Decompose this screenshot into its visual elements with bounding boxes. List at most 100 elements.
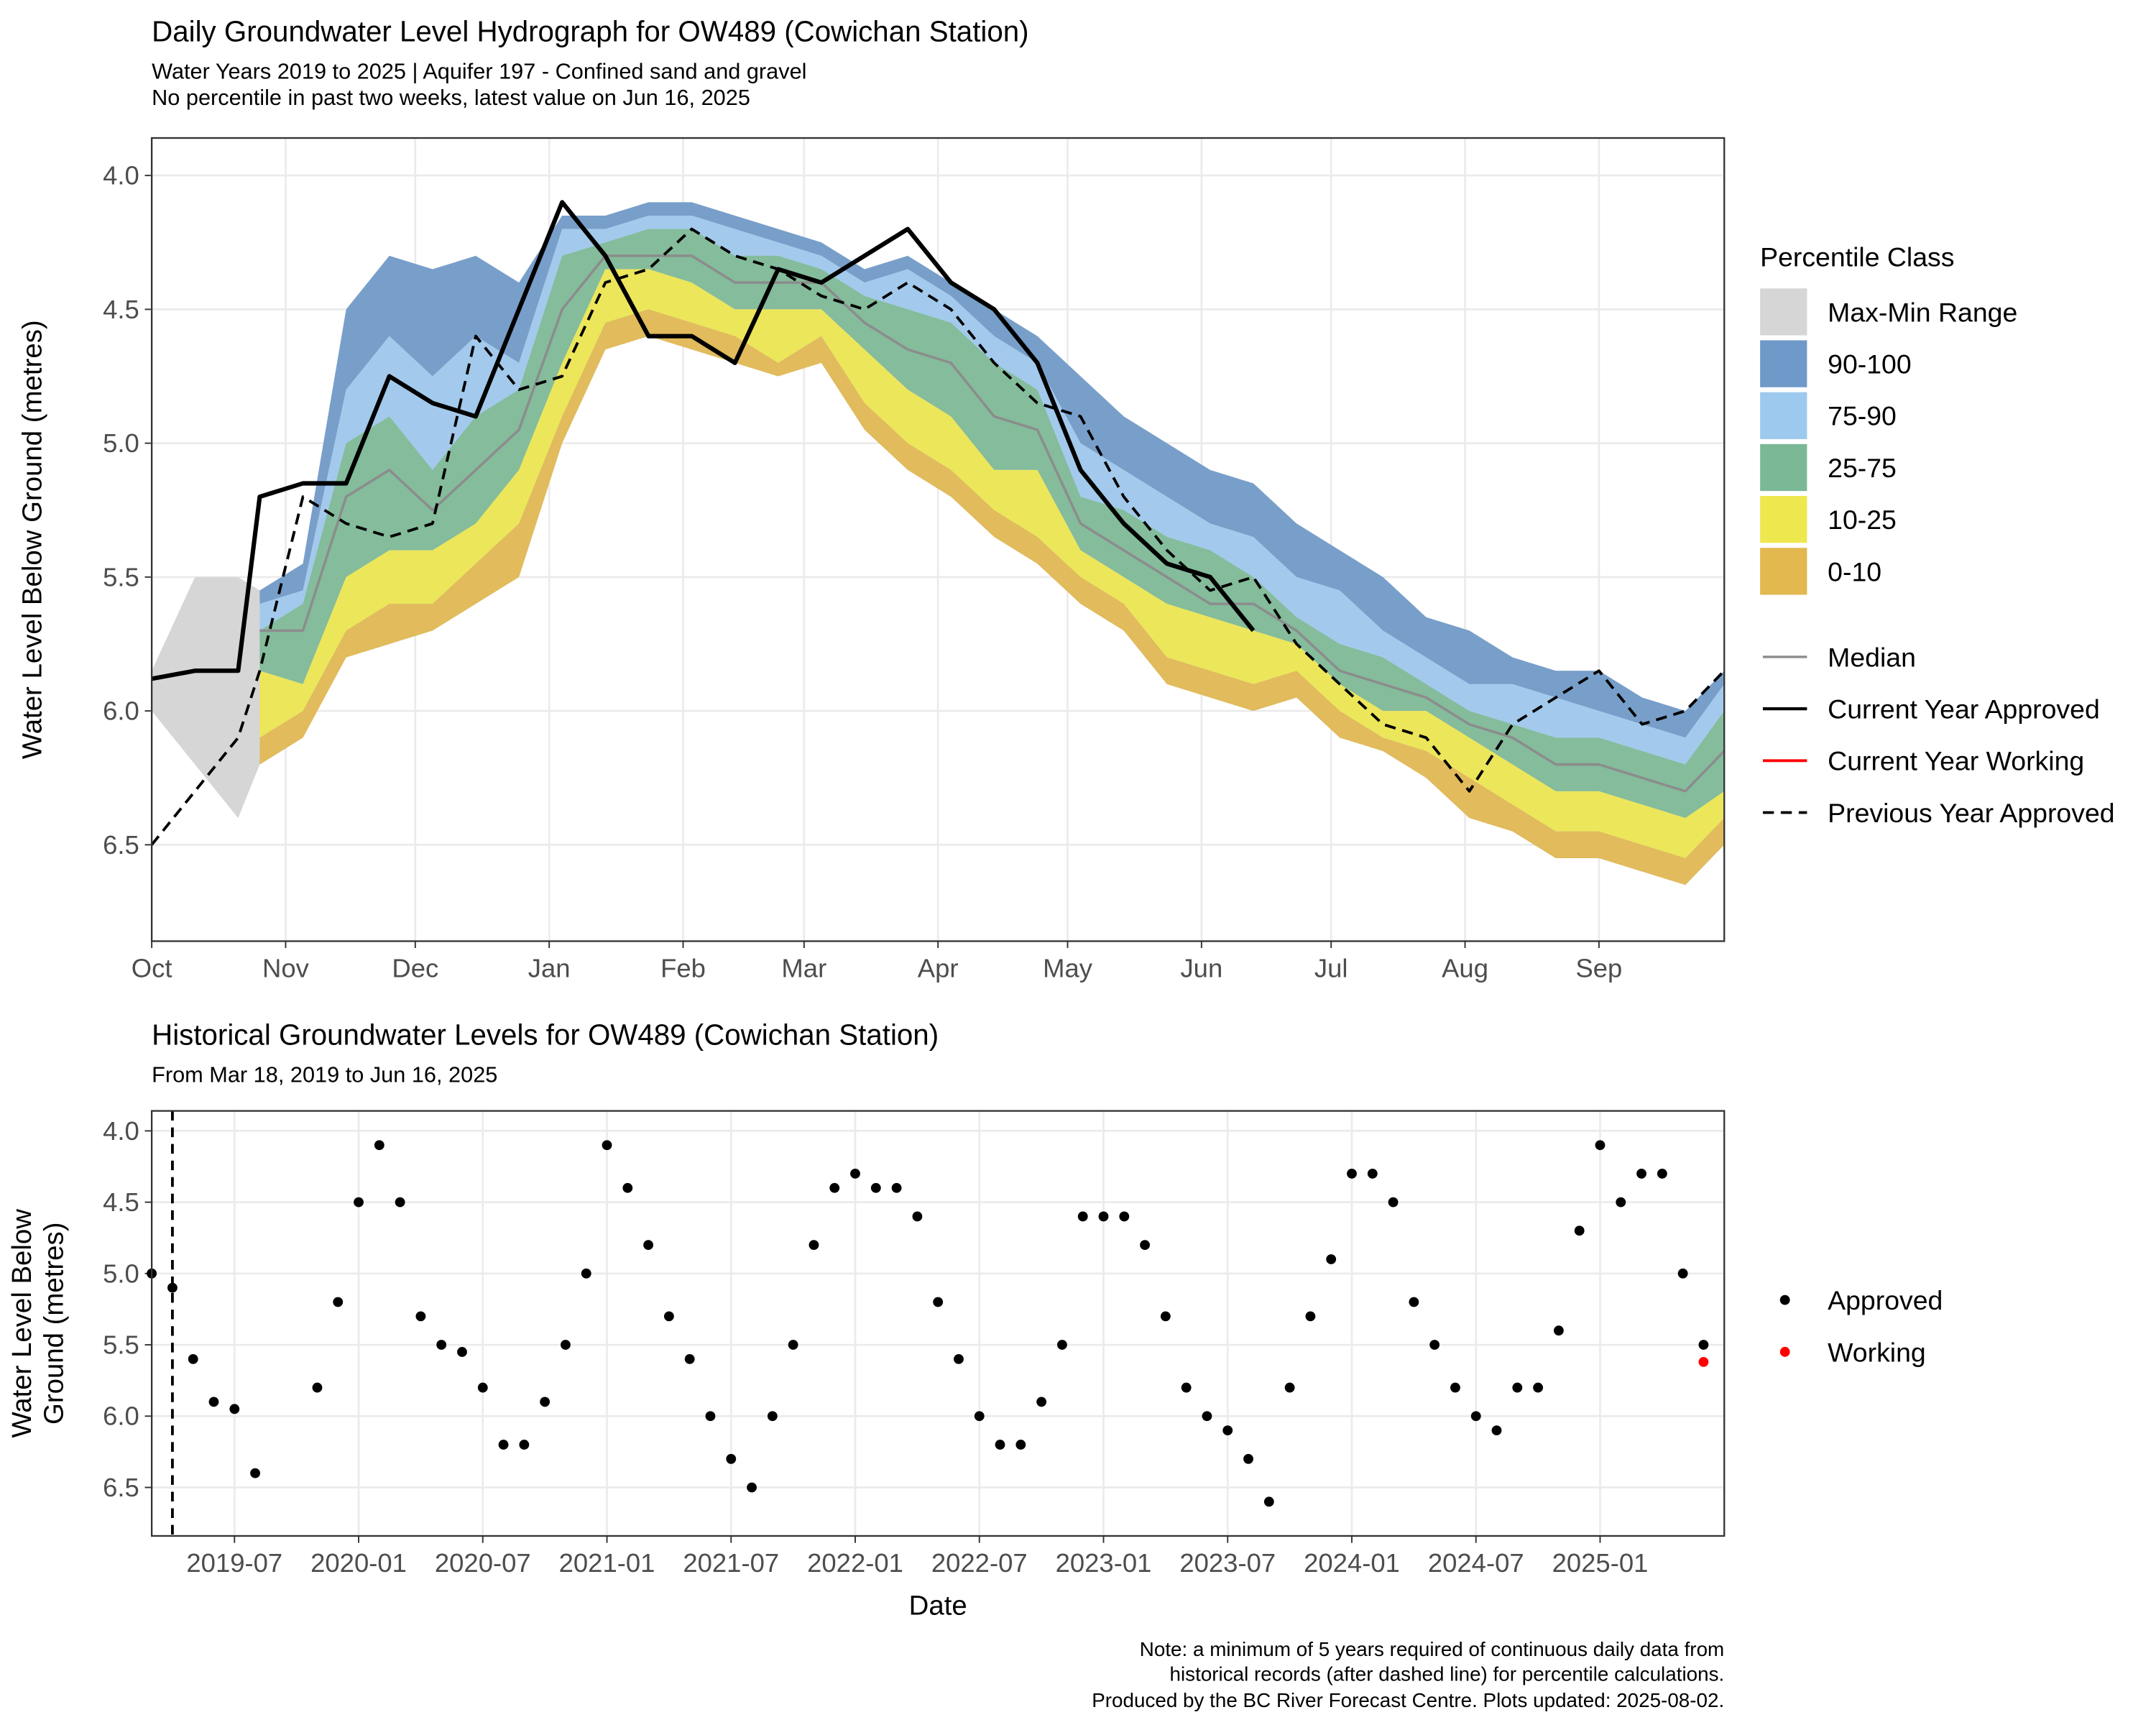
percentile-band: [259, 269, 1725, 858]
x-tick-label: 2019-07: [186, 1548, 282, 1578]
data-point: [354, 1197, 364, 1208]
data-point: [208, 1397, 219, 1407]
chart-subtitle: From Mar 18, 2019 to Jun 16, 2025: [152, 1062, 497, 1087]
plot-border: [150, 1110, 1726, 1537]
data-point: [1698, 1356, 1709, 1367]
data-point: [477, 1382, 488, 1393]
y-axis-label: Water Level Below: [6, 1209, 37, 1438]
legend-label: Working: [1828, 1337, 1926, 1367]
plot-border: [150, 137, 1726, 942]
data-point: [933, 1297, 944, 1307]
data-point: [1326, 1254, 1337, 1264]
legend-key: [1760, 392, 1807, 439]
data-point: [850, 1169, 860, 1179]
data-point: [1512, 1382, 1523, 1393]
data-point: [622, 1182, 633, 1193]
data-point: [1367, 1169, 1378, 1179]
percentile-band: [259, 229, 1725, 819]
data-point: [726, 1453, 737, 1464]
x-tick-label: 2021-01: [559, 1548, 655, 1578]
x-tick-label: 2020-01: [310, 1548, 407, 1578]
data-point: [602, 1140, 612, 1151]
data-point: [415, 1311, 426, 1322]
percentile-band: [259, 216, 1725, 765]
data-point: [870, 1182, 881, 1193]
legend-label: Previous Year Approved: [1828, 798, 2114, 828]
legend-title: Percentile Class: [1760, 242, 1954, 272]
data-point: [395, 1197, 405, 1208]
data-point: [436, 1340, 447, 1350]
data-point: [1429, 1340, 1440, 1350]
chart-subtitle: Water Years 2019 to 2025 | Aquifer 197 -…: [152, 58, 806, 83]
y-tick-label: 6.5: [103, 830, 139, 860]
data-point: [643, 1240, 654, 1251]
data-point: [250, 1468, 260, 1478]
y-tick-label: 5.5: [103, 1330, 139, 1360]
data-point: [1533, 1382, 1544, 1393]
data-point: [1036, 1397, 1047, 1407]
legend-key: [1760, 340, 1807, 387]
percentile-band: [259, 309, 1725, 886]
x-tick-label: Dec: [392, 953, 438, 983]
data-point: [1181, 1382, 1192, 1393]
x-tick-label: Oct: [132, 953, 172, 983]
data-point: [540, 1397, 550, 1407]
data-point: [1574, 1225, 1585, 1236]
data-point: [333, 1297, 344, 1307]
x-tick-label: Sep: [1575, 953, 1622, 983]
x-tick-label: 2022-01: [807, 1548, 903, 1578]
y-tick-label: 4.5: [103, 1187, 139, 1217]
x-tick-label: Jun: [1180, 953, 1222, 983]
x-axis-label: Date: [909, 1590, 967, 1621]
data-point: [1202, 1411, 1212, 1422]
legend-label: 10-25: [1828, 505, 1897, 535]
data-point: [1553, 1325, 1564, 1336]
data-point: [1284, 1382, 1295, 1393]
legend-key: [1779, 1346, 1790, 1357]
x-tick-label: 2025-01: [1552, 1548, 1649, 1578]
data-point: [1140, 1240, 1151, 1251]
data-point: [561, 1340, 571, 1350]
data-point: [767, 1411, 778, 1422]
data-point: [1657, 1169, 1667, 1179]
data-point: [663, 1311, 674, 1322]
y-tick-label: 4.5: [103, 295, 139, 324]
legend-label: 25-75: [1828, 453, 1897, 483]
x-tick-label: 2023-07: [1179, 1548, 1276, 1578]
data-point: [1595, 1140, 1606, 1151]
y-tick-label: 5.0: [103, 1259, 139, 1288]
y-tick-label: 5.0: [103, 428, 139, 458]
y-tick-label: 5.5: [103, 562, 139, 592]
data-point: [1015, 1440, 1026, 1450]
data-point: [1677, 1268, 1688, 1279]
data-point: [954, 1353, 964, 1364]
data-point: [1263, 1496, 1274, 1507]
data-point: [229, 1404, 240, 1414]
x-tick-label: Mar: [781, 953, 826, 983]
chart-title: Daily Groundwater Level Hydrograph for O…: [152, 16, 1028, 48]
data-point: [1057, 1340, 1067, 1350]
data-point: [1698, 1340, 1709, 1350]
data-point: [1098, 1211, 1109, 1222]
legend-label: 0-10: [1828, 556, 1881, 586]
y-tick-label: 6.0: [103, 1402, 139, 1431]
x-tick-label: May: [1043, 953, 1093, 983]
legend-key: [1760, 496, 1807, 543]
data-point: [747, 1482, 757, 1493]
series-line: [151, 200, 1256, 681]
legend-key: [1779, 1294, 1790, 1305]
data-point: [1636, 1169, 1646, 1179]
data-point: [808, 1240, 819, 1251]
data-point: [891, 1182, 902, 1193]
footnote: Note: a minimum of 5 years required of c…: [1140, 1638, 1724, 1660]
footnote: historical records (after dashed line) f…: [1170, 1663, 1725, 1685]
y-axis-label: Water Level Below Ground (metres): [17, 320, 48, 759]
legend-label: 75-90: [1828, 401, 1897, 431]
x-tick-label: 2024-07: [1428, 1548, 1524, 1578]
data-point: [705, 1411, 716, 1422]
x-tick-label: 2020-07: [435, 1548, 531, 1578]
legend-key: [1760, 288, 1807, 336]
legend-label: Current Year Approved: [1828, 694, 2100, 724]
